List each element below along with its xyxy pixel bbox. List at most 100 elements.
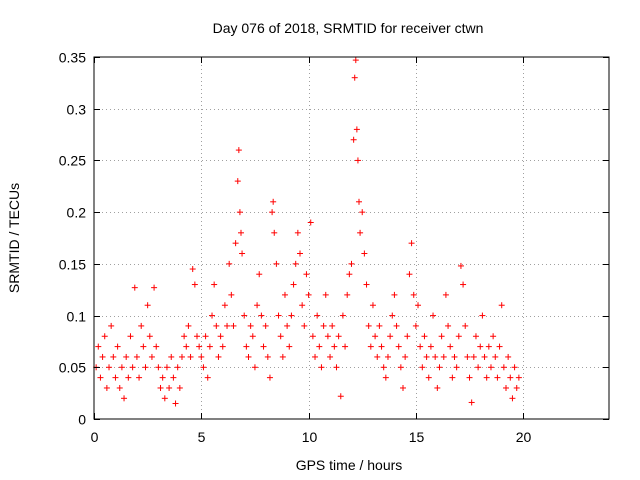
data-point bbox=[288, 312, 295, 319]
data-point bbox=[254, 302, 261, 309]
data-point bbox=[181, 333, 188, 340]
y-tick-label: 0 bbox=[78, 412, 86, 428]
y-tick-label: 0.2 bbox=[67, 205, 87, 221]
data-point bbox=[228, 291, 235, 298]
data-point bbox=[410, 291, 417, 298]
data-point bbox=[316, 343, 323, 350]
data-point bbox=[258, 312, 265, 319]
data-point bbox=[397, 364, 404, 371]
data-point bbox=[191, 281, 198, 288]
data-point bbox=[494, 374, 501, 381]
data-point bbox=[393, 322, 400, 329]
data-point bbox=[329, 322, 336, 329]
data-point bbox=[159, 374, 166, 381]
data-point bbox=[327, 353, 334, 360]
data-point bbox=[243, 343, 250, 350]
data-point bbox=[472, 333, 479, 340]
data-point bbox=[389, 312, 396, 319]
data-point bbox=[239, 250, 246, 257]
data-point bbox=[417, 343, 424, 350]
data-point bbox=[153, 343, 160, 350]
data-point bbox=[460, 281, 467, 288]
data-point bbox=[391, 291, 398, 298]
data-point bbox=[219, 343, 226, 350]
data-point bbox=[260, 343, 267, 350]
data-point bbox=[277, 333, 284, 340]
data-point bbox=[485, 343, 492, 350]
data-point bbox=[198, 353, 205, 360]
data-point bbox=[294, 229, 301, 236]
data-point bbox=[378, 343, 385, 350]
data-point bbox=[344, 291, 351, 298]
data-point bbox=[380, 364, 387, 371]
data-point bbox=[125, 374, 132, 381]
data-point bbox=[307, 219, 314, 226]
data-point bbox=[453, 364, 460, 371]
chart-title: Day 076 of 2018, SRMTID for receiver ctw… bbox=[213, 20, 484, 36]
data-point bbox=[351, 74, 358, 81]
data-point bbox=[353, 126, 360, 133]
data-point bbox=[178, 353, 185, 360]
data-point bbox=[215, 353, 222, 360]
data-point bbox=[118, 364, 125, 371]
data-point bbox=[427, 343, 434, 350]
y-tick-label: 0.3 bbox=[67, 102, 87, 118]
data-point bbox=[509, 395, 516, 402]
data-point bbox=[264, 353, 271, 360]
data-point bbox=[286, 343, 293, 350]
data-point bbox=[357, 229, 364, 236]
data-points-layer bbox=[93, 57, 522, 407]
data-point bbox=[382, 374, 389, 381]
data-point bbox=[342, 343, 349, 350]
data-point bbox=[479, 312, 486, 319]
data-point bbox=[423, 353, 430, 360]
y-tick-label: 0.35 bbox=[59, 50, 86, 66]
data-point bbox=[297, 250, 303, 257]
data-point bbox=[464, 353, 471, 360]
data-point bbox=[142, 364, 149, 371]
data-point bbox=[415, 302, 422, 309]
data-point bbox=[412, 322, 419, 329]
data-point bbox=[384, 353, 391, 360]
data-point bbox=[457, 262, 464, 269]
data-point bbox=[395, 343, 402, 350]
data-point bbox=[270, 198, 277, 205]
data-point bbox=[432, 353, 439, 360]
x-tick-label: 15 bbox=[409, 429, 425, 445]
data-point bbox=[376, 322, 383, 329]
data-point bbox=[387, 333, 394, 340]
data-point bbox=[324, 333, 331, 340]
data-point bbox=[236, 209, 243, 216]
data-point bbox=[292, 260, 299, 267]
data-point bbox=[275, 312, 282, 319]
data-point bbox=[436, 364, 443, 371]
data-point bbox=[106, 364, 113, 371]
data-point bbox=[245, 353, 252, 360]
data-point bbox=[101, 333, 108, 340]
data-point bbox=[419, 364, 426, 371]
data-point bbox=[168, 353, 175, 360]
data-point bbox=[131, 284, 138, 291]
data-point bbox=[273, 260, 280, 267]
data-point bbox=[202, 333, 209, 340]
data-point bbox=[234, 178, 241, 185]
data-point bbox=[406, 271, 413, 278]
y-tick-label: 0.1 bbox=[67, 309, 87, 325]
data-point bbox=[462, 322, 469, 329]
data-point bbox=[206, 343, 213, 350]
data-point bbox=[333, 364, 340, 371]
data-point bbox=[249, 333, 256, 340]
tick-labels-layer: 0 0.05 0.1 0.15 0.2 0.25 0.3 0.35 0 5 10 15 20 bbox=[59, 50, 532, 446]
data-point bbox=[151, 284, 158, 291]
ticks-layer bbox=[94, 57, 609, 420]
data-point bbox=[129, 364, 136, 371]
data-point bbox=[271, 229, 278, 236]
data-point bbox=[221, 302, 228, 309]
data-point bbox=[189, 266, 196, 273]
plot-frame bbox=[93, 56, 610, 420]
data-point bbox=[511, 364, 518, 371]
data-point bbox=[226, 260, 233, 267]
data-point bbox=[487, 364, 494, 371]
data-point bbox=[110, 353, 117, 360]
data-point bbox=[237, 229, 244, 236]
